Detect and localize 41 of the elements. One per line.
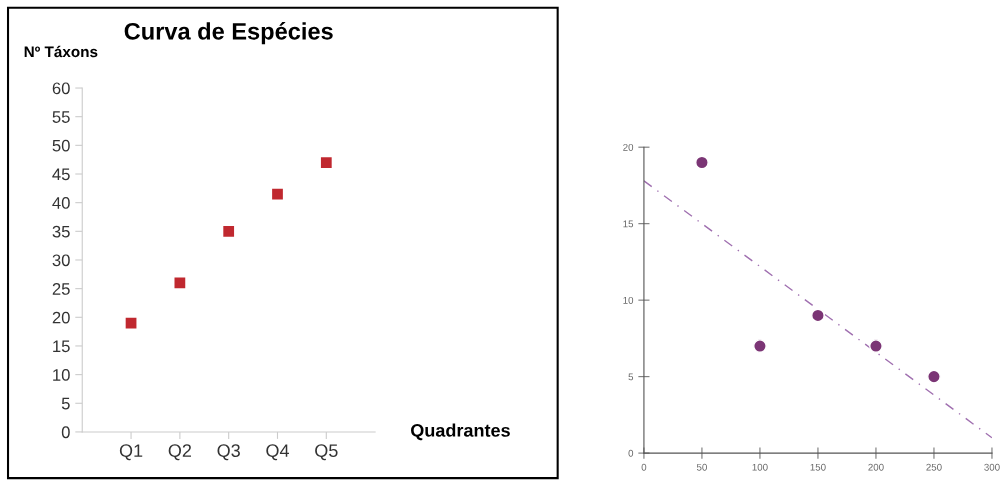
x-tick-label: 100 bbox=[752, 463, 768, 471]
x-tick-label: Q3 bbox=[217, 444, 240, 461]
y-tick-label: 55 bbox=[52, 111, 70, 123]
x-tick-label: 0 bbox=[641, 463, 647, 471]
y-tick-label: 5 bbox=[628, 373, 634, 381]
y-tick-label: 25 bbox=[52, 283, 70, 295]
x-tick-label: 300 bbox=[984, 463, 1000, 471]
y-tick-label: 15 bbox=[623, 220, 634, 228]
y-tick-label: 45 bbox=[52, 168, 70, 181]
y-tick-label: 40 bbox=[52, 197, 70, 209]
y-tick-label: 5 bbox=[61, 397, 70, 410]
x-tick-label: 150 bbox=[810, 463, 826, 471]
point bbox=[174, 277, 186, 289]
point bbox=[811, 308, 825, 323]
x-axis-title: Quadrantes bbox=[411, 423, 510, 441]
y-tick-label: 20 bbox=[52, 311, 70, 324]
point bbox=[753, 339, 767, 353]
y-tick-label: 35 bbox=[52, 225, 70, 238]
point bbox=[927, 369, 941, 384]
y-tick-label: 10 bbox=[623, 296, 634, 304]
y-axis-title: Nº Táxons bbox=[24, 45, 98, 58]
x-tick-label: Q5 bbox=[315, 444, 338, 461]
point bbox=[223, 225, 235, 237]
x-tick-label: 250 bbox=[926, 463, 942, 471]
x-tick-label: 200 bbox=[868, 463, 884, 471]
point bbox=[320, 157, 332, 168]
point bbox=[272, 188, 283, 200]
x-tick-label: 50 bbox=[696, 463, 707, 471]
y-tick-label: 0 bbox=[61, 426, 70, 439]
point bbox=[869, 339, 883, 353]
y-tick-label: 10 bbox=[53, 369, 70, 381]
x-tick-label: Q2 bbox=[168, 444, 192, 461]
y-tick-label: 60 bbox=[52, 82, 70, 95]
x-tick-label: Q1 bbox=[119, 444, 143, 461]
y-tick-label: 50 bbox=[52, 139, 70, 152]
point bbox=[695, 155, 709, 170]
y-tick-label: 20 bbox=[623, 143, 634, 151]
y-tick-label: 15 bbox=[53, 340, 70, 353]
x-tick-label: Q4 bbox=[266, 444, 290, 461]
y-tick-label: 30 bbox=[52, 254, 70, 267]
chart-title: Curva de Espécies bbox=[124, 22, 333, 45]
